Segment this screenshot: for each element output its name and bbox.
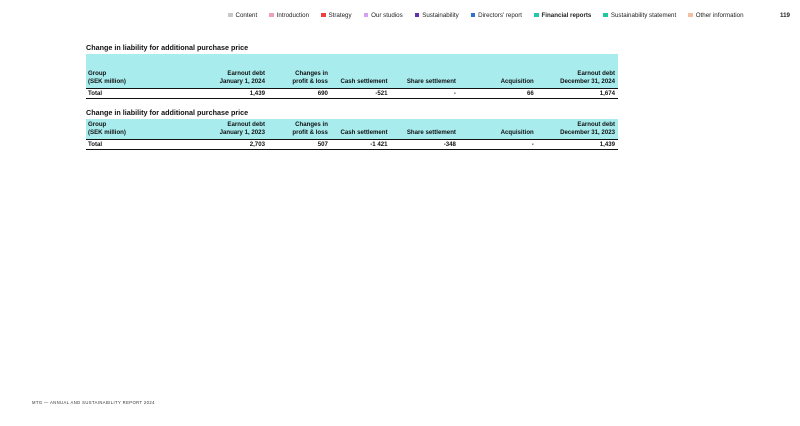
header-group: Group (SEK million): [86, 54, 146, 88]
nav-swatch-icon: [688, 12, 693, 18]
report-footer: MTG — ANNUAL AND SUSTAINABILITY REPORT 2…: [32, 400, 155, 405]
nav-item-label: Sustainability statement: [610, 11, 677, 19]
header-group: Group (SEK million): [86, 119, 146, 139]
top-navigation: Content Introduction Strategy Our studio…: [228, 10, 790, 20]
header-share-settlement: Share settlement: [390, 54, 459, 88]
nav-item-label: Other information: [695, 11, 744, 19]
header-cash-settlement: Cash settlement: [330, 119, 391, 139]
nav-item-other-information[interactable]: Other information: [688, 11, 744, 19]
header-earnout-opening: Earnout debt January 1, 2024: [145, 54, 268, 88]
table-title-2024: Change in liability for additional purch…: [86, 43, 249, 52]
nav-item-label: Directors' report: [478, 11, 522, 19]
table-header-row: Group (SEK million) Earnout debt January 1…: [86, 54, 618, 88]
cell-share-settlement: -: [390, 87, 459, 99]
cell-acquisition: 66: [458, 87, 537, 99]
nav-item-label: Introduction: [276, 11, 310, 19]
cell-earnout-closing: 1,439: [536, 138, 618, 150]
nav-item-introduction[interactable]: Introduction: [269, 12, 309, 19]
nav-item-label: Our studios: [371, 11, 403, 19]
header-earnout-closing: Earnout debt December 31, 2024: [536, 54, 618, 88]
cell-acquisition: -: [458, 138, 537, 150]
nav-swatch-icon: [603, 12, 608, 18]
nav-swatch-icon: [363, 12, 369, 18]
cell-label: Total: [86, 138, 146, 150]
header-earnout-opening: Earnout debt January 1, 2023: [145, 119, 268, 139]
table-row: Total 1,439 690 -521 - 66 1,674: [86, 87, 618, 99]
nav-item-label: Content: [235, 11, 258, 19]
earnout-table-2024: Group (SEK million) Earnout debt January 1…: [86, 54, 618, 99]
cell-earnout-opening: 1,439: [145, 87, 268, 99]
nav-swatch-icon: [321, 12, 326, 18]
nav-swatch-icon: [534, 12, 539, 18]
header-acquisition: Acquisition: [458, 119, 537, 139]
nav-item-strategy[interactable]: Strategy: [321, 12, 352, 19]
header-changes-pl: Changes in profit & loss: [267, 119, 331, 139]
table-header-row: Group (SEK million) Earnout debt January 1…: [86, 119, 618, 139]
nav-swatch-icon: [228, 12, 233, 18]
page-number: 119: [780, 11, 790, 19]
cell-changes-pl: 507: [267, 138, 331, 150]
header-earnout-closing: Earnout debt December 31, 2023: [536, 119, 618, 139]
earnout-table-2023: Group (SEK million) Earnout debt January 1…: [86, 119, 618, 150]
nav-item-directors-report[interactable]: Directors' report: [470, 11, 522, 19]
header-cash-settlement: Cash settlement: [330, 54, 391, 88]
nav-swatch-icon: [470, 12, 476, 18]
cell-changes-pl: 690: [267, 87, 331, 99]
nav-item-our-studios[interactable]: Our studios: [363, 11, 403, 19]
nav-item-sustainability-statement[interactable]: Sustainability statement: [603, 12, 676, 19]
cell-cash-settlement: -1 421: [330, 138, 391, 150]
nav-swatch-icon: [414, 12, 420, 18]
nav-item-sustainability[interactable]: Sustainability: [414, 11, 459, 19]
nav-swatch-icon: [269, 12, 274, 18]
nav-item-content[interactable]: Content: [228, 12, 257, 19]
table-row: Total 2,703 507 -1 421 -348 - 1,439: [86, 138, 618, 150]
cell-earnout-opening: 2,703: [145, 138, 268, 150]
header-acquisition: Acquisition: [458, 54, 537, 88]
nav-item-label: Sustainability: [422, 11, 459, 19]
nav-item-label: Financial reports: [541, 11, 592, 19]
nav-item-label: Strategy: [328, 11, 352, 19]
table-title-2023: Change in liability for additional purch…: [86, 108, 249, 117]
header-share-settlement: Share settlement: [390, 119, 459, 139]
cell-share-settlement: -348: [390, 138, 459, 150]
cell-earnout-closing: 1,674: [536, 87, 618, 99]
cell-cash-settlement: -521: [330, 87, 391, 99]
nav-item-financial-reports[interactable]: Financial reports: [534, 12, 591, 19]
cell-label: Total: [86, 87, 146, 99]
header-changes-pl: Changes in profit & loss: [267, 54, 331, 88]
